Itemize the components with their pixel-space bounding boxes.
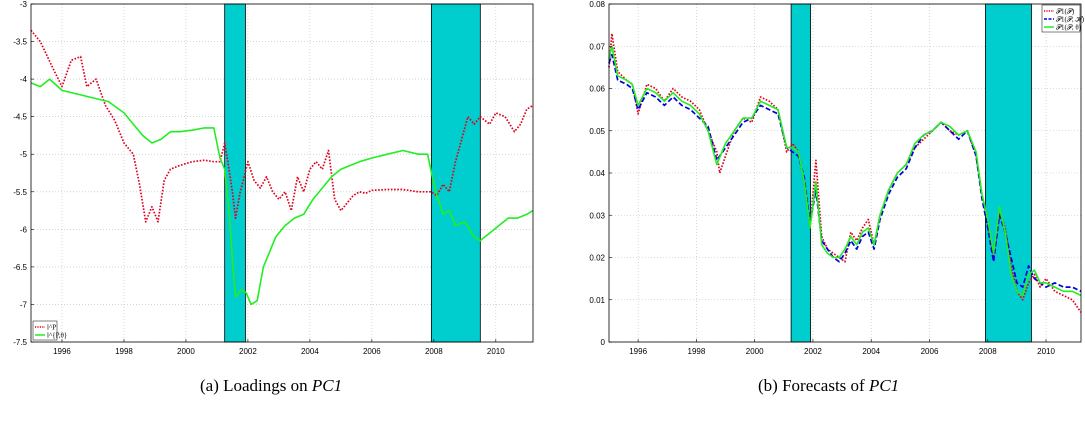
x-tick-label: 2002	[239, 347, 257, 356]
y-tick-label: -3.5	[13, 38, 27, 47]
y-tick-label: 0.03	[589, 211, 605, 220]
x-tick-label: 2008	[425, 347, 443, 356]
shaded-period	[790, 3, 812, 343]
y-tick-label: -7.5	[13, 338, 27, 347]
x-tick-label: 1996	[53, 347, 71, 356]
x-tick-label: 2004	[862, 347, 880, 356]
series-line-red	[30, 29, 534, 223]
x-tick-label: 2006	[363, 347, 381, 356]
series-line-green	[608, 45, 1082, 297]
x-tick-label: 1998	[115, 347, 133, 356]
caption-a: (a) Loadings on PC1	[200, 376, 342, 395]
y-tick-label: -5.5	[13, 188, 27, 197]
y-tick-label: 0.06	[589, 85, 605, 94]
y-tick-label: -6	[20, 225, 28, 234]
y-tick-label: -7	[20, 300, 28, 309]
series-line-red	[608, 32, 1082, 313]
legend: l^Pl^{P,θ}	[32, 320, 67, 341]
y-tick-label: -5	[20, 150, 28, 159]
y-tick-label: -6.5	[13, 263, 27, 272]
legend-label: 𝒫1(𝒫, θ)	[1056, 24, 1082, 32]
y-tick-label: -4.5	[13, 113, 27, 122]
y-tick-label: -3	[20, 0, 28, 9]
y-tick-label: 0.08	[589, 0, 605, 9]
y-tick-label: 0	[601, 338, 606, 347]
x-tick-label: 2002	[804, 347, 822, 356]
y-tick-label: -4	[20, 75, 28, 84]
x-tick-label: 2000	[746, 347, 764, 356]
legend-label: l^P	[47, 324, 56, 332]
x-tick-label: 2008	[979, 347, 997, 356]
y-tick-label: 0.04	[589, 169, 605, 178]
panel-b: 1996 1998 2000 2002 2004 2006 2008 2010 0 0.01 0.0…	[589, 0, 1084, 356]
legend: 𝒫1(𝒫)𝒫1(𝒫, ℋ)𝒫1(𝒫, θ)	[1041, 4, 1085, 33]
x-tick-label: 1996	[629, 347, 647, 356]
legend-label: l^{P,θ}	[47, 332, 67, 340]
y-tick-label: 0.05	[589, 127, 605, 136]
legend-label: 𝒫1(𝒫)	[1056, 8, 1075, 16]
x-tick-label: 2006	[921, 347, 939, 356]
shaded-period	[430, 3, 481, 343]
y-tick-label: 0.01	[589, 296, 605, 305]
caption-b: (b) Forecasts of PC1	[758, 376, 899, 395]
legend-label: 𝒫1(𝒫, ℋ)	[1056, 16, 1085, 24]
panel-a: 1996 1998 2000 2002 2004 2006 2008 2010 -7.5 -7 -6…	[13, 0, 534, 356]
x-tick-label: 2004	[301, 347, 319, 356]
x-tick-label: 2010	[1037, 347, 1055, 356]
x-tick-label: 2010	[487, 347, 505, 356]
series-line-green	[30, 78, 534, 306]
x-tick-label: 2000	[177, 347, 195, 356]
x-tick-label: 1998	[688, 347, 706, 356]
axes-frame	[30, 3, 534, 343]
y-tick-label: 0.02	[589, 254, 605, 263]
y-tick-label: 0.07	[589, 42, 605, 51]
